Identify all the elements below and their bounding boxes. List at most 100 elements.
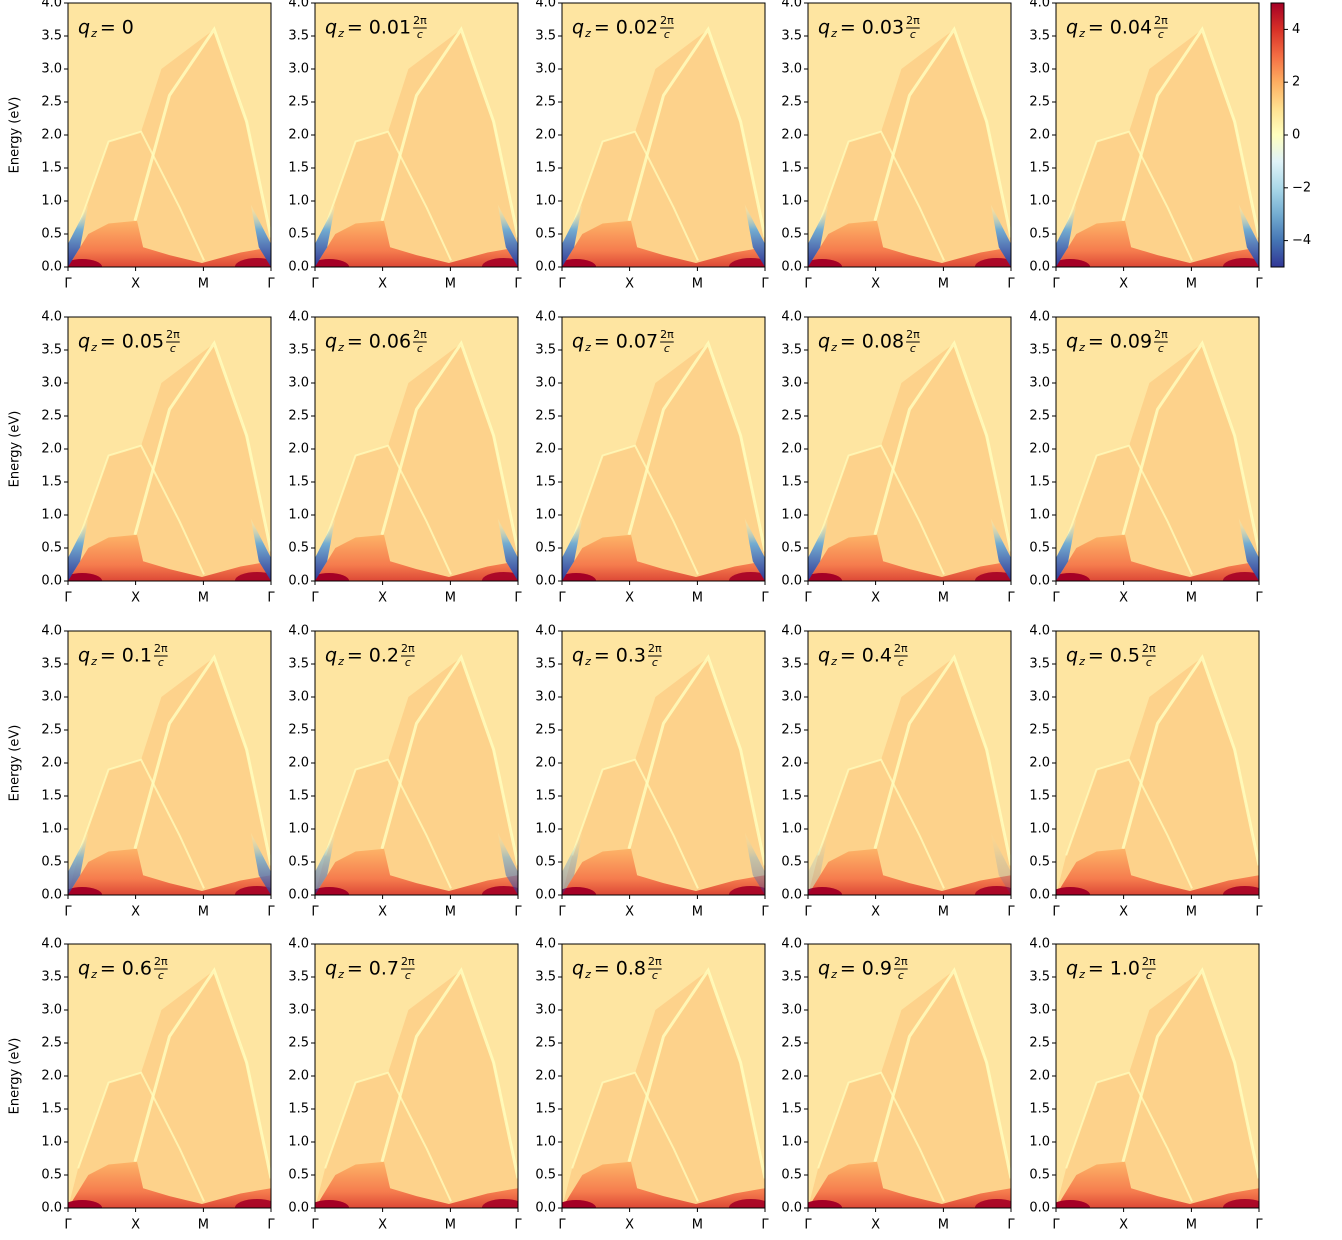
title-subscript: z <box>337 341 344 354</box>
y-tick-label: 1.5 <box>781 1102 802 1117</box>
y-tick-label: 1.5 <box>535 161 556 176</box>
x-tick-label: X <box>871 277 880 292</box>
title-denominator: c <box>1146 969 1152 982</box>
colorbar-tick-label: 2 <box>1292 75 1300 90</box>
x-tick-label: Γ <box>64 277 72 292</box>
title-denominator: c <box>170 342 176 355</box>
y-tick-label: 0.5 <box>1029 855 1050 870</box>
y-tick-label: 3.0 <box>1029 690 1050 705</box>
title-value: = 0.3 <box>594 645 646 667</box>
title-subscript: z <box>584 655 591 668</box>
title-numerator: 2π <box>906 328 920 341</box>
x-tick-label: Γ <box>761 277 769 292</box>
title-subscript: z <box>1078 968 1085 981</box>
x-tick-label: Γ <box>267 905 275 920</box>
y-tick-label: 3.0 <box>1029 1003 1050 1018</box>
y-tick-label: 0.5 <box>781 855 802 870</box>
x-tick-label: Γ <box>1255 1218 1263 1233</box>
title-symbol: q <box>572 331 584 353</box>
title-denominator: c <box>1158 28 1164 41</box>
y-tick-label: 4.0 <box>535 310 556 325</box>
x-tick-label: Γ <box>1052 1218 1060 1233</box>
x-tick-label: M <box>198 591 209 606</box>
x-tick-label: M <box>692 905 703 920</box>
y-tick-label: 0.0 <box>1029 574 1050 589</box>
x-tick-label: X <box>871 1218 880 1233</box>
heatmap <box>1050 3 1267 276</box>
y-tick-label: 0.5 <box>781 227 802 242</box>
y-tick-label: 2.5 <box>288 1036 309 1051</box>
x-tick-label: X <box>625 905 634 920</box>
y-tick-label: 0.5 <box>535 227 556 242</box>
y-tick-label: 2.0 <box>41 442 62 457</box>
y-tick-label: 0.5 <box>288 227 309 242</box>
x-tick-label: M <box>938 277 949 292</box>
y-tick-label: 1.0 <box>1029 822 1050 837</box>
y-tick-label: 2.5 <box>41 409 62 424</box>
title-numerator: 2π <box>660 14 674 27</box>
title-symbol: q <box>325 17 337 39</box>
y-tick-label: 1.0 <box>41 1135 62 1150</box>
heatmap <box>62 317 279 590</box>
y-tick-label: 4.0 <box>535 0 556 11</box>
y-tick-label: 2.5 <box>288 409 309 424</box>
y-tick-label: 3.5 <box>1029 657 1050 672</box>
title-symbol: q <box>572 958 584 980</box>
y-tick-label: 3.5 <box>288 657 309 672</box>
y-tick-label: 2.5 <box>41 1036 62 1051</box>
title-numerator: 2π <box>154 955 168 968</box>
x-tick-label: M <box>938 905 949 920</box>
y-tick-label: 0.0 <box>781 1201 802 1216</box>
y-tick-label: 3.0 <box>535 690 556 705</box>
x-tick-label: Γ <box>311 1218 319 1233</box>
y-tick-label: 0.0 <box>288 574 309 589</box>
title-denominator: c <box>1158 342 1164 355</box>
x-tick-label: Γ <box>514 591 522 606</box>
y-tick-label: 1.0 <box>535 1135 556 1150</box>
y-tick-label: 0.5 <box>781 1168 802 1183</box>
y-tick-label: 4.0 <box>1029 937 1050 952</box>
x-tick-label: X <box>131 591 140 606</box>
y-tick-label: 2.5 <box>781 723 802 738</box>
y-tick-label: 1.0 <box>288 508 309 523</box>
title-value: = 0.03 <box>840 17 904 39</box>
y-tick-label: 3.0 <box>1029 376 1050 391</box>
y-tick-label: 1.5 <box>1029 1102 1050 1117</box>
y-tick-label: 1.0 <box>1029 508 1050 523</box>
y-tick-label: 1.0 <box>41 194 62 209</box>
x-tick-label: Γ <box>1007 277 1015 292</box>
y-tick-label: 0.5 <box>288 1168 309 1183</box>
heatmap <box>309 317 526 590</box>
y-tick-label: 3.5 <box>781 970 802 985</box>
y-tick-label: 2.0 <box>288 128 309 143</box>
heatmap <box>802 631 1019 904</box>
x-tick-label: Γ <box>1255 591 1263 606</box>
title-numerator: 2π <box>1154 328 1168 341</box>
y-tick-label: 3.5 <box>288 343 309 358</box>
x-tick-label: X <box>378 1218 387 1233</box>
y-tick-label: 2.5 <box>288 95 309 110</box>
x-tick-label: M <box>938 1218 949 1233</box>
y-tick-label: 3.5 <box>781 343 802 358</box>
title-subscript: z <box>337 655 344 668</box>
y-tick-label: 0.5 <box>288 541 309 556</box>
y-tick-label: 0.0 <box>781 888 802 903</box>
y-tick-label: 3.5 <box>1029 343 1050 358</box>
y-tick-label: 1.0 <box>1029 194 1050 209</box>
y-tick-label: 1.5 <box>41 1102 62 1117</box>
title-subscript: z <box>830 341 837 354</box>
title-subscript: z <box>90 27 97 40</box>
x-tick-label: X <box>1119 591 1128 606</box>
title-symbol: q <box>1066 958 1078 980</box>
y-tick-label: 3.0 <box>288 62 309 77</box>
y-tick-label: 1.5 <box>781 161 802 176</box>
heatmap <box>309 631 526 904</box>
heatmap <box>802 317 1019 590</box>
title-symbol: q <box>818 958 830 980</box>
x-tick-label: X <box>378 905 387 920</box>
y-tick-label: 1.0 <box>535 508 556 523</box>
y-tick-label: 2.5 <box>41 95 62 110</box>
title-subscript: z <box>830 27 837 40</box>
y-tick-label: 1.0 <box>781 822 802 837</box>
heatmap <box>556 631 773 904</box>
